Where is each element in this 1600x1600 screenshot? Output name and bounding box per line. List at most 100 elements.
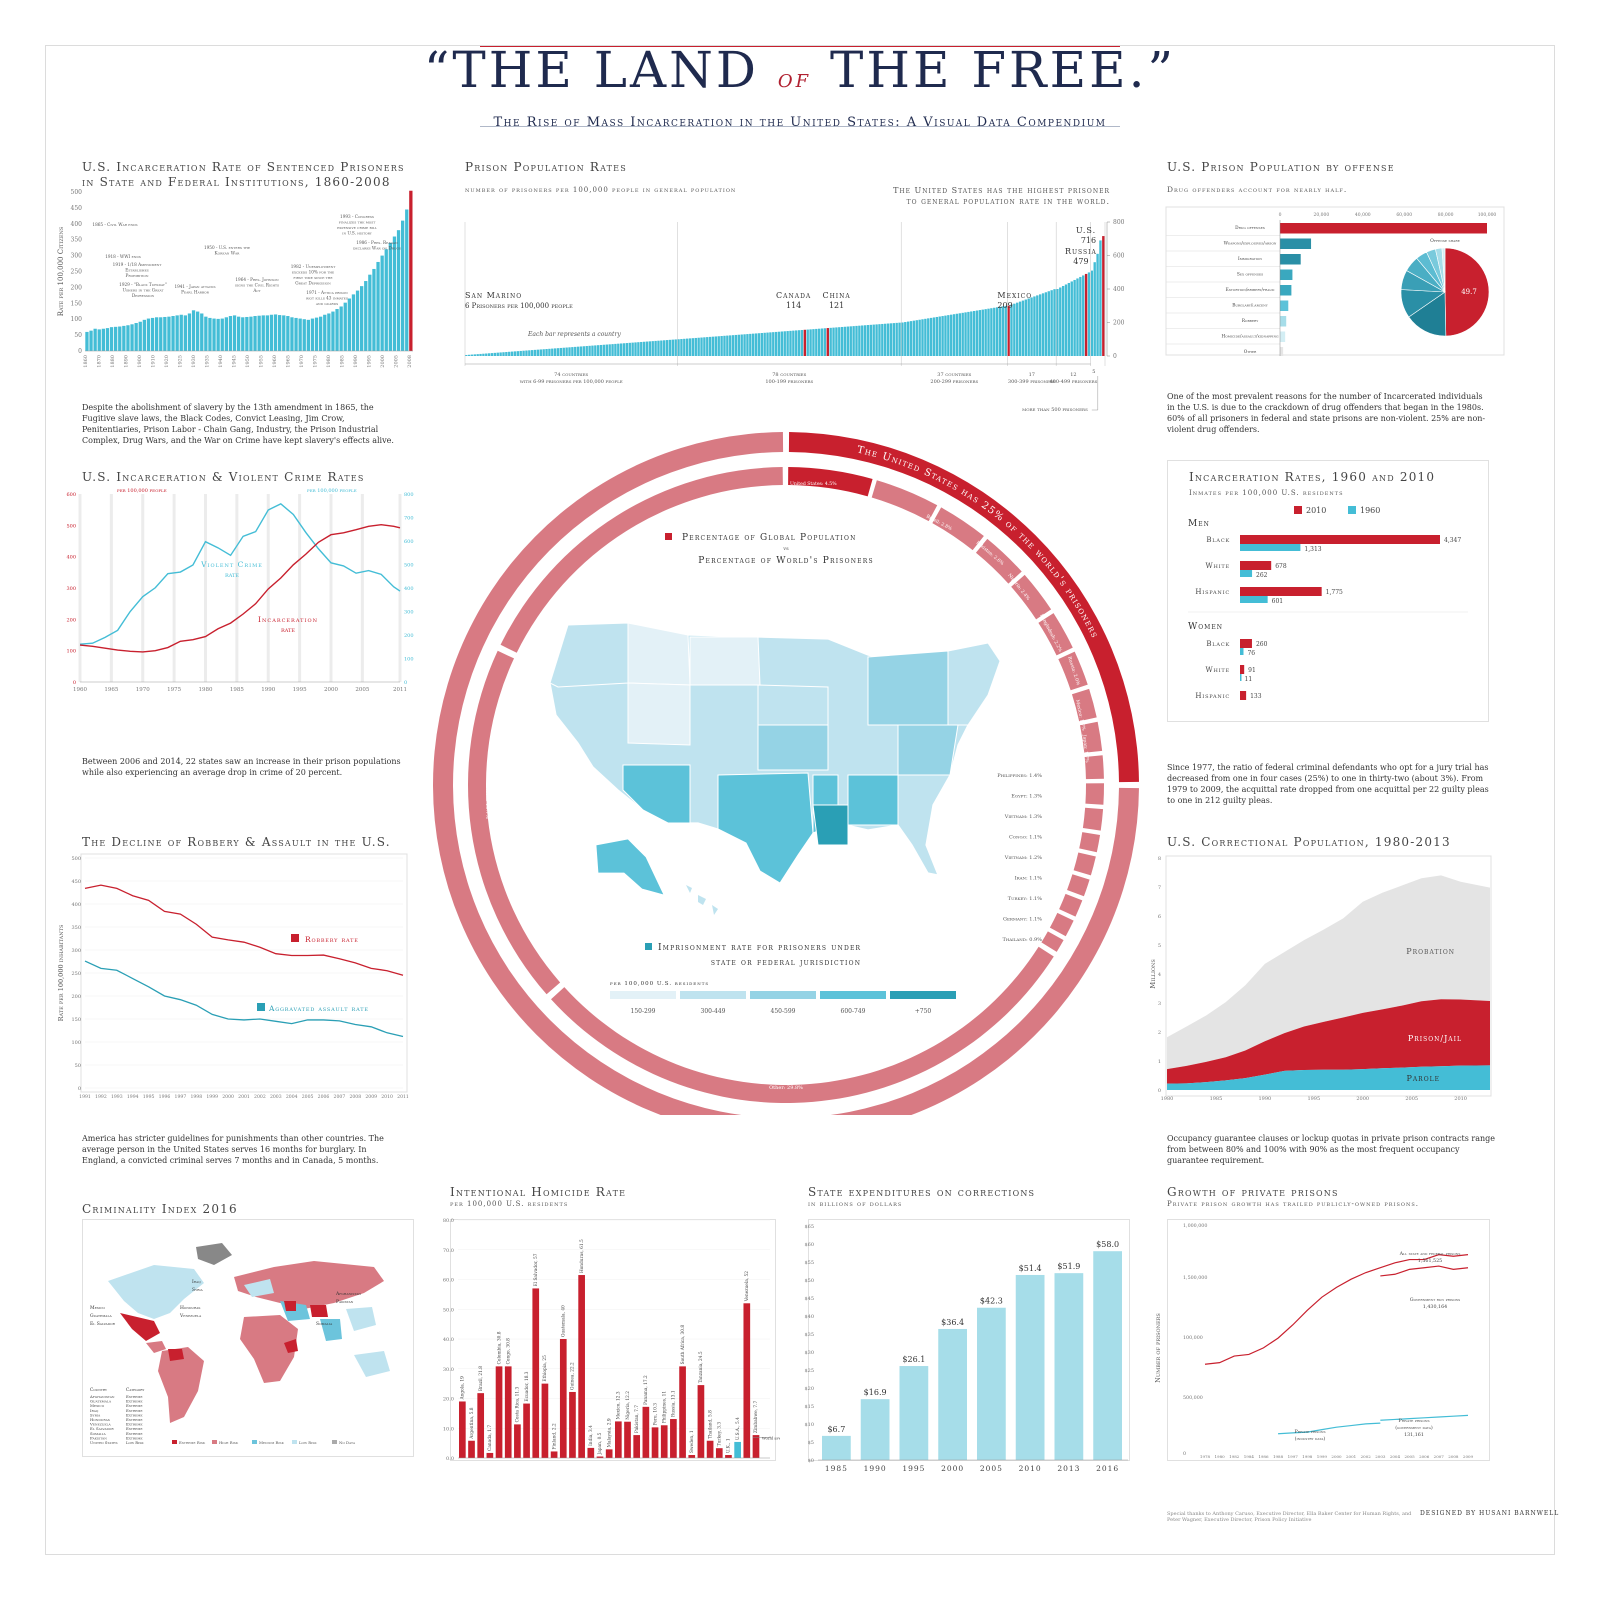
- sentenced-bar: [355, 290, 360, 351]
- poprate-bar: [551, 348, 554, 356]
- sentenced-bar: [138, 321, 142, 351]
- poprate-bar: [671, 339, 675, 356]
- sentenced-bar: [187, 313, 192, 351]
- rates-men-bar-1960: [1240, 570, 1253, 577]
- sentenced-annotation: exceeds 10% for the: [292, 270, 334, 275]
- poprate-bar: [915, 320, 918, 356]
- expenditures-subtitle: in billions of dollars: [808, 1200, 903, 1208]
- expend-value-label: $6.7: [827, 1425, 845, 1434]
- by-offense-title: U.S. Prison Population by offense: [1167, 160, 1395, 174]
- ring-right-label: Vietnam: 1.3%: [1004, 814, 1042, 820]
- poprate-bar: [803, 329, 807, 356]
- poprate-bar: [545, 349, 548, 356]
- poprate-bar: [1038, 294, 1042, 356]
- robbery-xtick: 2009: [365, 1094, 377, 1100]
- sentenced-bar: [200, 313, 204, 351]
- sentenced-bar: [175, 315, 179, 351]
- robbery-frame: [80, 853, 408, 1093]
- sentenced-bar: [249, 316, 253, 351]
- homicide-ytick: 0.0: [446, 1456, 454, 1462]
- poprate-bar: [906, 321, 910, 356]
- sentenced-annotation: riot kills 43 inmates: [306, 296, 348, 301]
- poprate-bar: [614, 343, 617, 356]
- correctional-xtick: 1995: [1307, 1096, 1320, 1102]
- crimmap-venezuela: [168, 1349, 184, 1361]
- inner-ring-country-segment: [1058, 651, 1088, 691]
- sentenced-annotation: signs the Civil Rights: [235, 283, 279, 288]
- poprate-bar: [1090, 270, 1094, 356]
- poprate-bar: [645, 341, 649, 356]
- robbery-xtick: 1996: [159, 1094, 171, 1100]
- homicide-bar-label: Canada, 1.7: [488, 1425, 493, 1451]
- rates-men-bar-2010: [1240, 535, 1440, 544]
- homicide-bar: [660, 1425, 668, 1458]
- sentenced-xtick: 1955: [259, 355, 265, 368]
- map-scale-label: +750: [915, 1008, 932, 1015]
- population-rates-note: The United States has the highest prison…: [893, 186, 1110, 206]
- crimmap-table-country: United States: [90, 1440, 118, 1445]
- sentenced-annotation: 1993 - Congress: [340, 214, 374, 219]
- sentenced-ytick: 100: [71, 316, 83, 323]
- homicide-bar-label: Congo, 30.8: [506, 1338, 511, 1365]
- private-xtick: 2005: [1404, 1454, 1415, 1459]
- sentenced-bar: [196, 311, 200, 351]
- poprate-bar: [855, 325, 858, 356]
- poprate-bar: [990, 308, 993, 356]
- poprate-bar: [932, 317, 936, 356]
- homicide-bar-label: Brazil, 21.8: [479, 1366, 484, 1391]
- poprate-bar: [470, 354, 474, 356]
- crimmap-label: Iraq: [192, 1279, 201, 1285]
- rates-women-bar-2010: [1240, 639, 1252, 648]
- homicide-bar: [615, 1421, 622, 1458]
- sentenced-xtick: 1935: [205, 355, 211, 368]
- crimmap-legend-label: High Risk: [219, 1440, 239, 1445]
- robbery-line: [84, 884, 404, 976]
- sentenced-bar: [126, 325, 130, 351]
- crimmap-mexico: [120, 1313, 160, 1341]
- sentenced-bar: [364, 281, 368, 351]
- robbery-xtick: 2002: [254, 1094, 266, 1100]
- offense-category: Weapons/explosives/arson: [1224, 242, 1277, 247]
- poprate-bar: [777, 331, 781, 356]
- sentenced-bar: [118, 326, 122, 351]
- inner-ring-country-segment: [1011, 574, 1052, 620]
- crime-xtick: 2000: [324, 687, 338, 693]
- private-all-value: 1,561,525: [1418, 1258, 1442, 1264]
- crimmap-europe: [244, 1279, 274, 1297]
- expend-bar: [822, 1435, 851, 1460]
- sentenced-annotation: 1950 - U.S. enters the: [204, 245, 250, 250]
- homicide-bar: [468, 1440, 475, 1458]
- poprate-bar: [533, 349, 537, 356]
- poster-header: “THE LAND of THE FREE.” The Rise of Mass…: [0, 40, 1600, 130]
- inner-ring-country-segment: [1041, 931, 1064, 952]
- private-govd-label-2: (government data): [1395, 1424, 1433, 1431]
- poprate-country-value: 209: [997, 301, 1012, 310]
- poprate-bar: [654, 340, 657, 356]
- poprate-bar: [1076, 278, 1079, 356]
- crime-violent-label: Violent Crime: [200, 560, 263, 569]
- poprate-ytick: 200: [1113, 320, 1125, 327]
- offense-category: Homicide/assault/kidnapping: [1222, 335, 1280, 340]
- homicide-panel: [450, 1219, 776, 1461]
- poprate-bar: [1033, 296, 1036, 356]
- poprate-bar: [1001, 306, 1005, 356]
- inner-ring-country-segment: [1071, 688, 1097, 722]
- poprate-bar: [608, 344, 611, 356]
- private-xtick: 1998: [1302, 1454, 1313, 1459]
- poprate-bar: [970, 311, 973, 356]
- poprate-bar: [625, 343, 629, 356]
- ring-right-label: Thailand: 0.9%: [1002, 937, 1042, 943]
- sentenced-bar: [376, 261, 380, 351]
- private-xtick: 2007: [1434, 1454, 1445, 1459]
- crime-ytick-left: 300: [66, 586, 76, 592]
- poprate-bar: [881, 323, 884, 356]
- crime-xtick: 1980: [198, 687, 212, 693]
- crimmap-label: Pakistan: [336, 1299, 354, 1305]
- sentenced-xtick: 1920: [164, 355, 170, 368]
- sentenced-bar: [204, 316, 208, 351]
- poster-frame: [45, 45, 1555, 1555]
- map-northwest-region: [549, 622, 629, 688]
- expend-ytick: $65: [804, 1224, 814, 1230]
- correctional-probation-area: [1167, 875, 1490, 1070]
- poprate-bar: [548, 348, 551, 356]
